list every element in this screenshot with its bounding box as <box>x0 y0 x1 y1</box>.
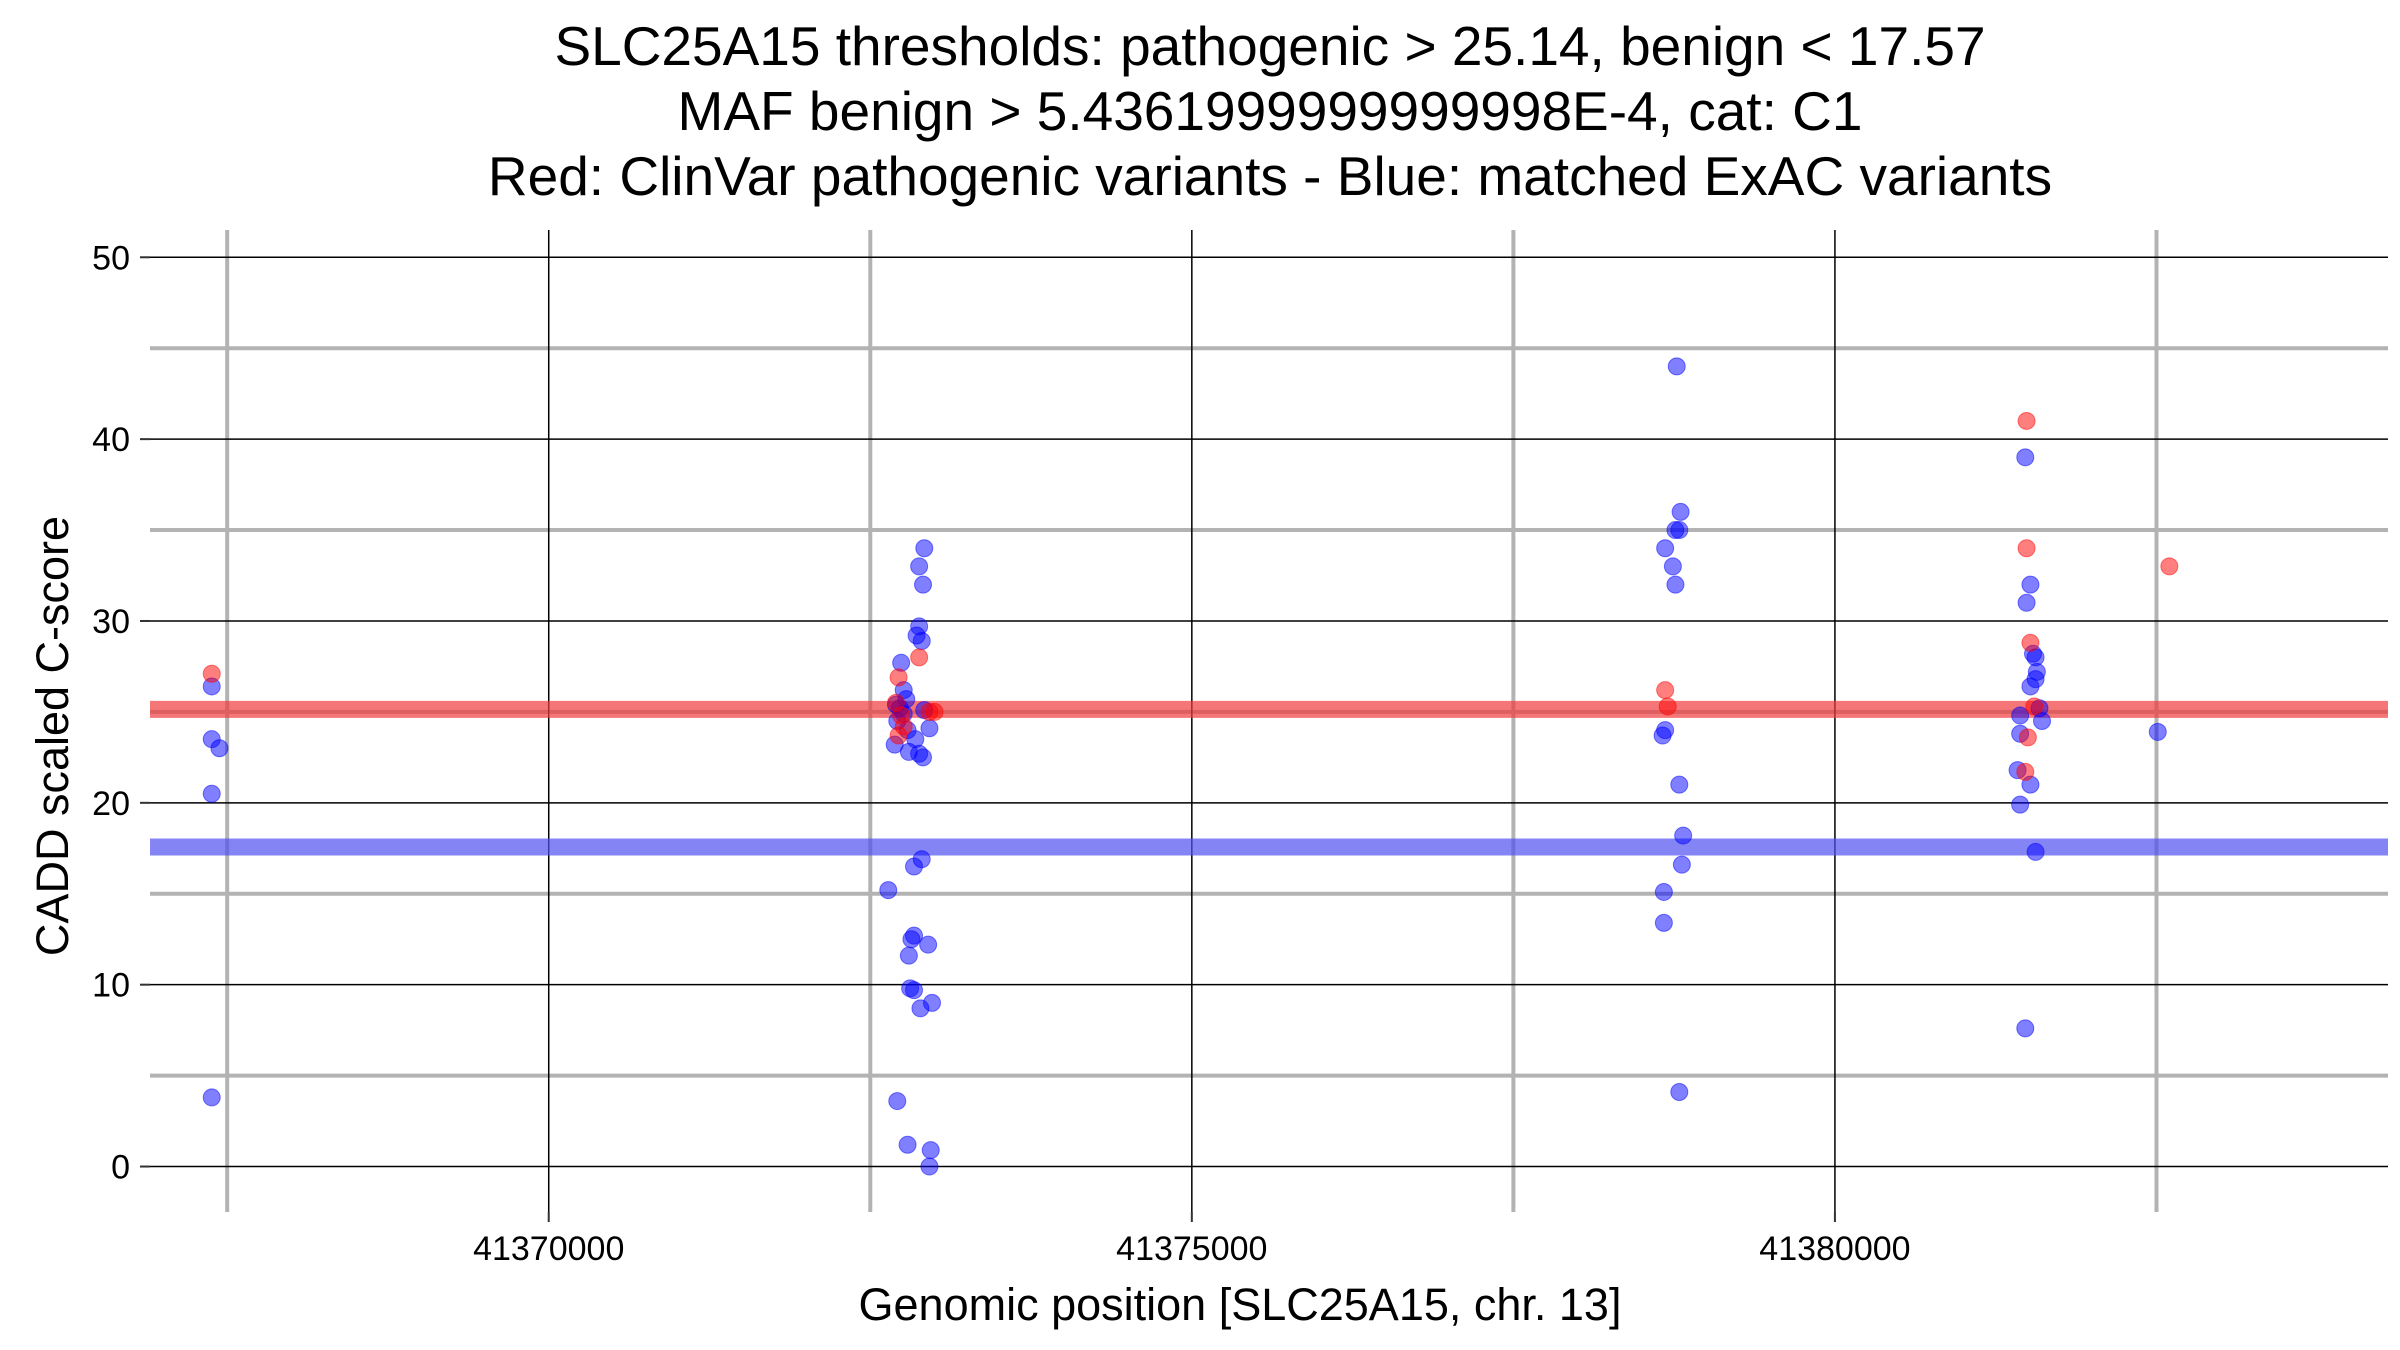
clinvar-point <box>925 702 944 721</box>
exac-point <box>899 946 918 965</box>
chart-title: SLC25A15 thresholds: pathogenic > 25.14,… <box>488 15 2052 207</box>
x-axis-label: Genomic position [SLC25A15, chr. 13] <box>859 1279 1622 1330</box>
y-tick-label: 20 <box>92 785 130 823</box>
exac-point <box>888 1092 907 1111</box>
exac-point <box>1674 826 1693 845</box>
clinvar-point <box>1656 681 1675 700</box>
y-axis: 0 10 20 30 40 50 <box>92 239 150 1187</box>
exac-point <box>1654 882 1673 901</box>
exac-point <box>2026 842 2045 861</box>
title-line-1: SLC25A15 thresholds: pathogenic > 25.14,… <box>554 15 1985 77</box>
exac-point <box>912 631 931 650</box>
exac-point <box>879 881 898 900</box>
data-points <box>202 357 2179 1176</box>
title-line-2: MAF benign > 5.4361999999999998E-4, cat:… <box>678 80 1863 142</box>
exac-point <box>2033 712 2052 730</box>
exac-point <box>210 739 229 758</box>
clinvar-point <box>2016 762 2035 781</box>
exac-point <box>920 1157 939 1176</box>
x-tick-label: 41370000 <box>473 1230 624 1268</box>
exac-point <box>920 719 939 738</box>
exac-point <box>2148 722 2167 741</box>
clinvar-point <box>889 668 908 687</box>
exac-point <box>2017 593 2036 612</box>
exac-point <box>905 857 924 876</box>
x-tick-label: 41380000 <box>1759 1230 1910 1268</box>
exac-point <box>898 1135 917 1154</box>
y-tick-label: 10 <box>92 967 130 1005</box>
exac-point <box>2011 795 2030 814</box>
exac-point <box>914 748 933 767</box>
y-tick-label: 0 <box>111 1149 130 1187</box>
exac-point <box>1667 357 1686 376</box>
clinvar-point <box>2160 557 2179 576</box>
exac-point <box>1653 726 1672 745</box>
clinvar-point <box>2017 539 2036 558</box>
exac-point <box>1666 575 1685 594</box>
clinvar-point <box>202 664 221 683</box>
exac-point <box>921 1141 940 1160</box>
exac-point <box>2021 677 2040 696</box>
exac-point <box>1670 521 1689 540</box>
exac-point <box>902 930 921 949</box>
exac-point <box>1654 913 1673 932</box>
x-axis: 41370000 41375000 41380000 <box>473 1212 1911 1268</box>
exac-point <box>2016 1019 2035 1038</box>
exac-point <box>2016 448 2035 467</box>
exac-point <box>905 981 924 1000</box>
exac-point <box>202 784 221 803</box>
x-tick-label: 41375000 <box>1116 1230 1267 1268</box>
y-tick-label: 50 <box>92 239 130 277</box>
exac-point <box>910 557 929 576</box>
exac-point <box>1670 1082 1689 1101</box>
clinvar-point <box>2021 633 2040 652</box>
exac-point <box>1671 502 1690 521</box>
exac-point <box>2011 706 2030 725</box>
clinvar-point <box>2025 697 2044 716</box>
clinvar-point <box>889 726 908 745</box>
exac-point <box>1663 557 1682 576</box>
y-tick-label: 40 <box>92 421 130 459</box>
clinvar-point <box>2017 411 2036 430</box>
exac-point <box>1672 855 1691 874</box>
y-axis-label: CADD scaled C-score <box>27 516 78 956</box>
exac-point <box>1670 775 1689 794</box>
exac-point <box>915 539 934 558</box>
title-line-3: Red: ClinVar pathogenic variants - Blue:… <box>488 145 2052 207</box>
exac-point <box>914 575 933 594</box>
exac-point <box>911 999 930 1018</box>
exac-point <box>2021 575 2040 594</box>
clinvar-point <box>910 648 929 667</box>
exac-point <box>1656 539 1675 558</box>
clinvar-point <box>1658 697 1677 716</box>
clinvar-point <box>2018 728 2037 747</box>
exac-point <box>202 1088 221 1107</box>
exac-point <box>919 935 938 954</box>
y-tick-label: 30 <box>92 603 130 641</box>
